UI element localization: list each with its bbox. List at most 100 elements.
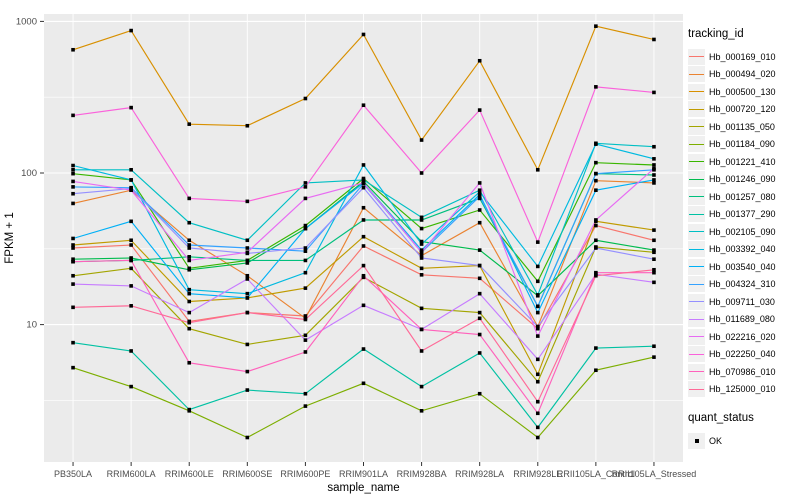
- data-point: [477, 351, 482, 355]
- x-tick-label: RRIM600LE: [165, 469, 214, 479]
- data-point: [535, 379, 540, 384]
- data-point: [594, 24, 598, 28]
- data-point: [361, 181, 366, 185]
- data-point: [652, 181, 656, 185]
- legend-key-box: [688, 258, 705, 275]
- data-point: [187, 267, 192, 272]
- data-point: [652, 344, 656, 349]
- data-point: [652, 248, 656, 252]
- data-point: [652, 178, 656, 182]
- legend-label: Hb_070986_010: [709, 366, 776, 377]
- data-point: [129, 384, 133, 389]
- data-point: [594, 171, 598, 176]
- data-point: [71, 273, 75, 278]
- data-point: [361, 205, 366, 210]
- legend-key-box: [688, 188, 705, 205]
- data-point: [71, 179, 75, 184]
- data-point: [303, 314, 308, 318]
- data-point: [477, 220, 482, 225]
- data-point: [361, 273, 366, 278]
- data-point: [303, 350, 308, 354]
- data-point: [594, 246, 598, 250]
- legend-line-swatch: [689, 108, 704, 110]
- data-point: [129, 256, 133, 260]
- data-point: [477, 192, 482, 197]
- data-point: [187, 255, 192, 259]
- legend-label: Hb_000169_010: [709, 51, 776, 62]
- x-tick-label: PB350LA: [54, 469, 92, 479]
- legend-item: Hb_002105_090: [688, 223, 800, 241]
- data-point: [535, 372, 540, 377]
- data-point: [71, 185, 75, 189]
- data-point: [187, 407, 192, 412]
- data-point: [477, 316, 482, 321]
- data-point: [71, 201, 75, 206]
- data-point: [303, 223, 308, 228]
- data-point: [245, 123, 250, 128]
- data-point: [303, 96, 308, 101]
- data-point: [535, 167, 540, 172]
- legend: tracking_id Hb_000169_010 Hb_000494_020 Hb…: [688, 28, 800, 450]
- data-point: [245, 246, 250, 250]
- data-point: [245, 435, 250, 440]
- data-point: [535, 264, 540, 269]
- legend-title-tracking-id: tracking_id: [688, 28, 744, 40]
- legend-item: Hb_022216_020: [688, 328, 800, 346]
- data-point: [71, 340, 75, 345]
- data-point: [187, 320, 192, 325]
- data-point: [71, 243, 75, 247]
- data-point: [361, 381, 366, 386]
- legend-item: Hb_001377_290: [688, 206, 800, 224]
- x-tick-label: RRII105LA_Control: [557, 469, 635, 479]
- legend-key-box: [688, 206, 705, 223]
- x-axis-title: sample_name: [327, 482, 399, 494]
- legend-line-swatch: [689, 196, 704, 198]
- data-point: [361, 178, 366, 182]
- legend-item: Hb_009711_030: [688, 293, 800, 311]
- legend-item: Hb_001135_050: [688, 118, 800, 136]
- data-point: [245, 258, 250, 263]
- data-point: [71, 282, 75, 286]
- legend-label: Hb_001257_080: [709, 191, 776, 202]
- data-point: [594, 346, 598, 350]
- data-point: [535, 324, 540, 329]
- data-point: [477, 108, 482, 112]
- data-point: [594, 223, 598, 228]
- tracking-legend-list: Hb_000169_010 Hb_000494_020 Hb_000500_130 H…: [688, 48, 800, 398]
- black-square-point-icon: [694, 438, 699, 443]
- data-point: [594, 160, 598, 165]
- data-point: [535, 304, 540, 309]
- legend-label: OK: [709, 435, 723, 446]
- legend-line-swatch: [689, 318, 704, 320]
- legend-line-swatch: [689, 161, 704, 163]
- data-point: [245, 296, 250, 300]
- legend-label: Hb_001135_050: [709, 121, 775, 132]
- data-point: [71, 305, 75, 310]
- data-point: [187, 243, 192, 247]
- data-point: [477, 58, 482, 63]
- data-point: [361, 103, 366, 108]
- legend-item: Hb_000169_010: [688, 48, 800, 66]
- data-point: [303, 338, 308, 342]
- data-point: [594, 178, 598, 183]
- data-point: [419, 215, 424, 220]
- data-point: [245, 342, 250, 347]
- legend-line-swatch: [689, 73, 704, 75]
- data-point: [419, 253, 424, 258]
- legend-item: Hb_004324_310: [688, 276, 800, 294]
- data-point: [652, 166, 656, 171]
- data-point: [187, 258, 192, 263]
- data-point: [477, 190, 482, 194]
- data-point: [477, 276, 482, 281]
- data-point: [245, 291, 250, 296]
- data-point: [129, 28, 133, 33]
- legend-line-swatch: [689, 388, 704, 390]
- data-point: [71, 365, 75, 370]
- y-tick-label: 10: [26, 320, 37, 331]
- legend-title-quant-status: quant_status: [688, 412, 754, 424]
- legend-line-swatch: [689, 336, 704, 338]
- data-point: [594, 273, 598, 278]
- data-point: [477, 248, 482, 252]
- data-point: [129, 243, 133, 247]
